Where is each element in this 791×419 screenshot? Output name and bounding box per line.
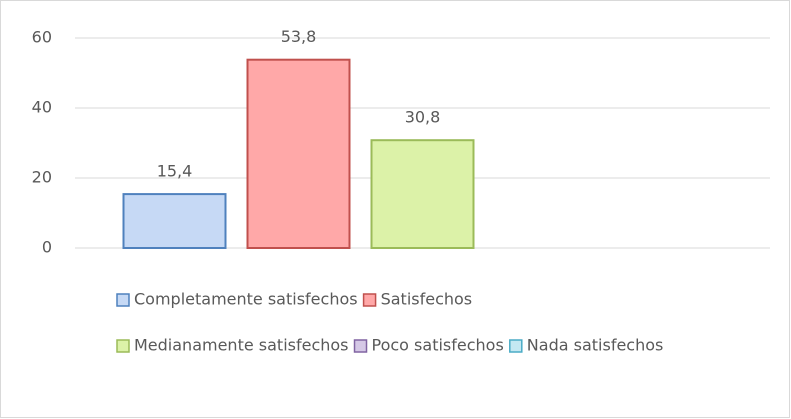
legend-swatch — [116, 339, 130, 353]
bar — [122, 193, 227, 250]
legend-label: Poco satisfechos — [372, 336, 504, 355]
bar — [246, 58, 351, 250]
y-tick-label: 40 — [32, 98, 52, 117]
legend-swatch — [362, 293, 377, 307]
legend-label: Satisfechos — [381, 290, 473, 309]
legend-label: Nada satisfechos — [527, 336, 664, 355]
legend-swatch — [116, 293, 130, 307]
data-label: 53,8 — [281, 27, 317, 46]
legend-swatch — [353, 339, 368, 353]
legend-label: Medianamente satisfechos — [134, 336, 349, 355]
y-tick-label: 60 — [32, 28, 52, 47]
y-tick-label: 20 — [32, 168, 52, 187]
y-tick-label: 0 — [42, 238, 52, 257]
bar — [370, 139, 475, 249]
data-label: 15,4 — [157, 162, 193, 181]
legend-swatch — [509, 339, 523, 353]
data-label: 30,8 — [405, 108, 441, 127]
legend-label: Completamente satisfechos — [134, 290, 358, 309]
